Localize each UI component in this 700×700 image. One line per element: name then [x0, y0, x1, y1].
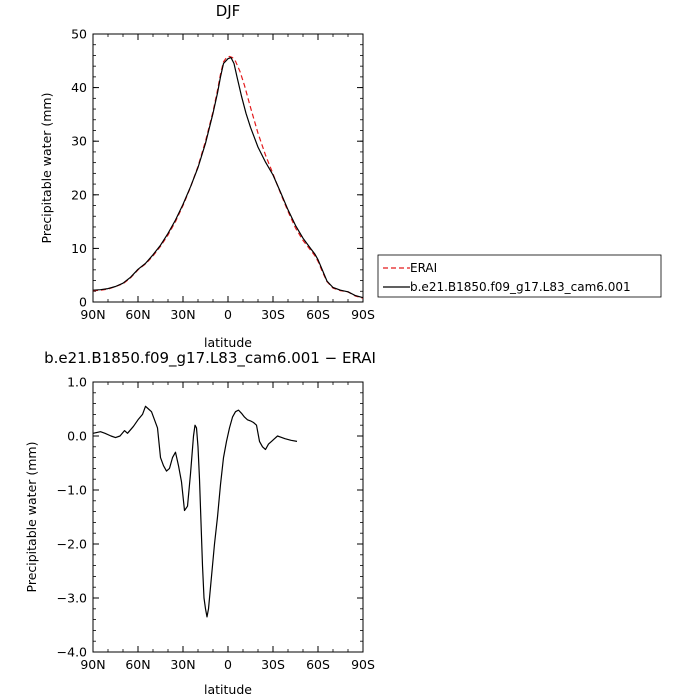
top-x-tick-label: 60N	[125, 307, 150, 322]
top-axis-ticks: 90N 60N 30N 0 30S 60S 90S 0 10 20 30 40 50	[71, 27, 375, 323]
bottom-plot-frame	[92, 381, 364, 653]
legend-label-erai: ERAI	[410, 261, 437, 275]
bottom-series-line-0	[92, 405, 298, 618]
top-y-axis-label: Precipitable water (mm)	[39, 93, 54, 244]
top-chart-title: DJF	[216, 2, 241, 20]
bottom-y-tick-label: 0.0	[67, 429, 87, 444]
top-series-line-1	[92, 56, 364, 299]
legend-label-model: b.e21.B1850.f09_g17.L83_cam6.001	[410, 280, 631, 294]
bottom-x-tick-label: 90N	[80, 657, 105, 672]
bottom-x-tick-label: 60S	[306, 657, 330, 672]
bottom-x-tick-label: 0	[224, 657, 232, 672]
top-y-tick-label: 50	[71, 27, 87, 42]
bottom-y-tick-label: −1.0	[57, 483, 87, 498]
top-y-tick-label: 0	[79, 295, 87, 310]
bottom-x-tick-label: 90S	[351, 657, 375, 672]
top-x-tick-label: 30N	[170, 307, 195, 322]
bottom-x-tick-label: 60N	[125, 657, 150, 672]
top-plot-frame	[92, 33, 364, 303]
bottom-y-axis-label: Precipitable water (mm)	[24, 442, 39, 593]
bottom-x-axis-label: latitude	[204, 682, 252, 697]
top-series-lines	[92, 55, 364, 299]
top-series-line-0	[92, 55, 364, 299]
top-x-tick-label: 90N	[80, 307, 105, 322]
bottom-y-tick-label: −2.0	[57, 537, 87, 552]
bottom-chart-title: b.e21.B1850.f09_g17.L83_cam6.001 − ERAI	[44, 349, 376, 368]
top-y-tick-label: 30	[71, 134, 87, 149]
bottom-y-tick-label: 1.0	[67, 375, 87, 390]
bottom-axis-ticks: 90N 60N 30N 0 30S 60S 90S 1.0 0.0 −1.0 −2.0 −3.0 −4.…	[57, 375, 375, 673]
legend-box	[377, 254, 662, 298]
legend: ERAI b.e21.B1850.f09_g17.L83_cam6.001	[377, 254, 662, 298]
top-y-tick-label: 10	[71, 241, 87, 256]
top-y-tick-label: 20	[71, 187, 87, 202]
top-panel: DJF 90N 60N 30N 0 30S 60S 90S 0 10 20 30 40 50 latit…	[39, 2, 375, 350]
bottom-series-lines	[92, 405, 298, 618]
bottom-y-tick-label: −4.0	[57, 645, 87, 660]
top-x-tick-label: 60S	[306, 307, 330, 322]
top-x-tick-label: 90S	[351, 307, 375, 322]
bottom-x-tick-label: 30N	[170, 657, 195, 672]
bottom-y-tick-label: −3.0	[57, 591, 87, 606]
top-x-tick-label: 30S	[261, 307, 285, 322]
bottom-panel: b.e21.B1850.f09_g17.L83_cam6.001 − ERAI …	[24, 349, 376, 697]
top-x-tick-label: 0	[224, 307, 232, 322]
top-x-axis-label: latitude	[204, 335, 252, 350]
top-y-tick-label: 40	[71, 80, 87, 95]
bottom-x-tick-label: 30S	[261, 657, 285, 672]
